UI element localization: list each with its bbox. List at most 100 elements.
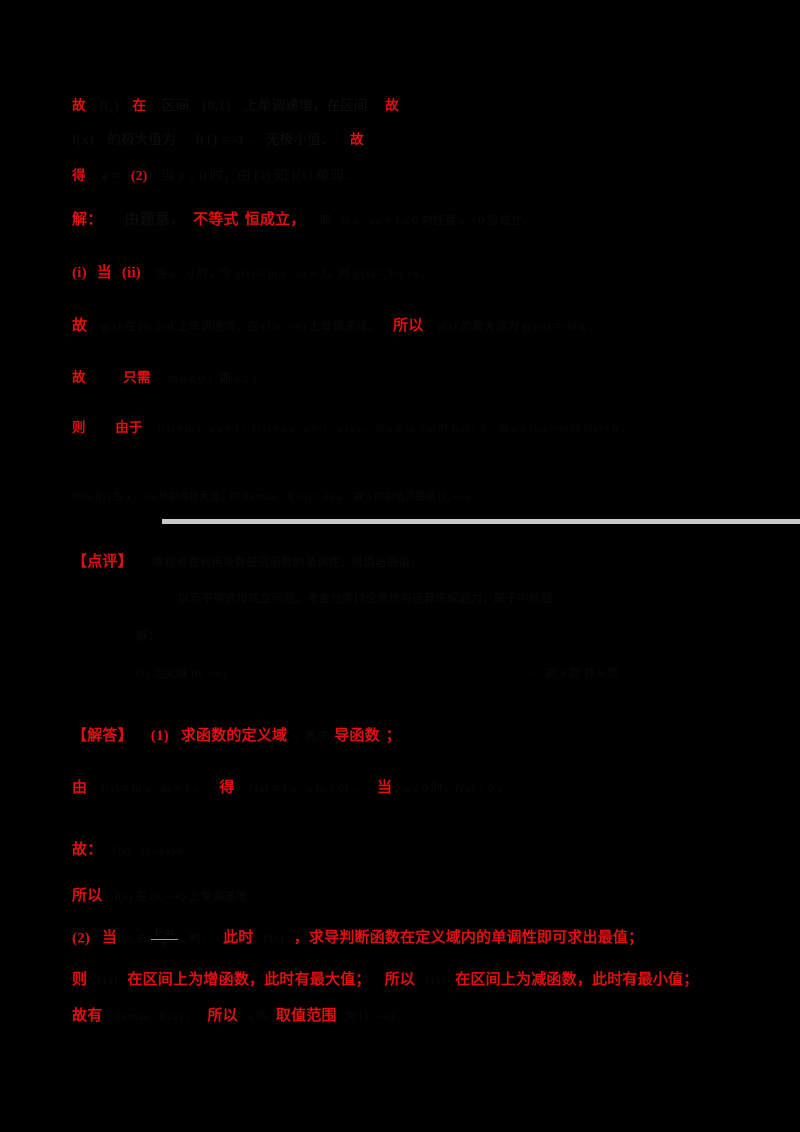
math-run: 为 [1, +∞) ．	[344, 1011, 410, 1023]
keyword-cishi: 此时	[223, 930, 254, 947]
text-line: f(x) 的极大值为 f(1) = -1 , 无极小值． 故	[72, 132, 364, 148]
keyword-suoyi: 所以	[384, 972, 415, 988]
math-run: f'(x) = 1/x - a (x > 0) ，	[248, 783, 364, 795]
text-run: 时，	[189, 933, 214, 946]
math-run: a =	[101, 168, 120, 183]
math-run: -ln a ≤ 0 ，即 a ≥ 1 ．	[164, 373, 273, 385]
text-run: 上单调递增，在区间	[244, 98, 368, 113]
step-label-2: (2)	[72, 930, 91, 947]
math-run: a 的	[247, 1011, 268, 1023]
text-run: 本题考查利用导数研究函数的单调性、极值与最值，	[152, 557, 422, 569]
text-line: (2) 当 x ∈ 1−ax x 时， 此时 f'(x) ，求导判断函数在定义域…	[72, 927, 644, 951]
text-line: 故有 f(x)max = f(1/a) ， 所以 a 的 取值范围 为 [1, …	[72, 1008, 409, 1025]
keyword-jie: 解：	[72, 212, 103, 228]
keyword-always-holds: 恒成立，	[244, 212, 306, 228]
math-run: f'(x) = (1 - a x)/x	[112, 846, 184, 857]
text-line: 故 f(x) 在 区间 (0,1) 上单调递增，在区间 故	[72, 98, 399, 116]
step-label-2: (2)	[131, 168, 148, 183]
keyword-gu: 故	[385, 98, 399, 113]
fraction-numerator: 1−ax	[153, 927, 175, 938]
text-run: 在区间上为增函数，此时有最大值；	[127, 972, 371, 988]
text-line: 故 只需 -ln a ≤ 0 ，即 a ≥ 1 ．	[72, 370, 273, 386]
text-line: 则 由于 f(x) = ln x - a x + 1 ，f'(x) = 1/x …	[72, 420, 631, 436]
text-line: (1) 定义域 (0, +∞)	[136, 665, 227, 681]
case-label-i: (i)	[72, 265, 87, 281]
math-run: f(1) = -1 ,	[195, 132, 253, 147]
text-run: 以及不等式恒成立问题，考查分类讨论思想与运算求解能力，属于中档题．	[178, 593, 565, 605]
fraction-denominator: x	[150, 938, 178, 951]
math-run: 当 a > 0 时，令 g(x) = ln x - ax + 1，则 g'(x)…	[154, 268, 431, 280]
math-run: f(x) = ln x - a x + 1 ，f'(x) = 1/x - a =…	[158, 424, 631, 435]
math-run: 所以 f(x) 在 x = 1/a 处取得极大值，即 f(x)max = f(1…	[72, 492, 483, 503]
text-run: 由题意，	[124, 212, 186, 228]
text-line: 故 g(x) 在 (0, 1/a) 上单调递增，在 (1/a, +∞) 上单调递…	[72, 318, 600, 335]
keyword-gu: 故	[350, 132, 364, 147]
keyword-gu: 故：	[72, 842, 103, 858]
keyword-suoyi: 所以	[393, 318, 424, 334]
math-run: g(x) 的最大值为 g(1/a) = -ln a ．	[437, 321, 600, 333]
text-run: (1) 定义域 (0, +∞)	[136, 668, 227, 680]
text-run: ；	[385, 728, 401, 744]
keyword-de: 得	[219, 780, 235, 796]
keyword-suoyi: 所以	[72, 888, 103, 904]
keyword-ze: 则	[72, 420, 86, 435]
keyword-inequality: 不等式	[193, 212, 239, 228]
text-run: 在区间上为减函数，此时有最小值；	[455, 972, 699, 988]
step-label-1: (1)	[150, 728, 169, 744]
text-run: 的极大值为	[107, 132, 176, 147]
keyword-domain: 求函数的定义域	[180, 728, 288, 744]
math-run: a ≤ 0 时，f'(x) > 0 ，	[404, 783, 509, 795]
text-line: 所以 f(x) 在 (0, +∞) 上单调递增．	[72, 888, 259, 905]
text-line: 以及不等式恒成立问题，考查分类讨论思想与运算求解能力，属于中档题．	[178, 590, 564, 606]
text-line: 【点评】 本题考查利用导数研究函数的单调性、极值与最值，	[72, 554, 422, 571]
keyword-dang: 当	[377, 780, 393, 796]
keyword-range: 取值范围	[275, 1008, 337, 1024]
text-run: 即	[319, 215, 332, 227]
text-line: 由 f(x) = ln x - ax + 1 ， 得 f'(x) = 1/x -…	[72, 780, 508, 797]
keyword-guyou: 故有	[72, 1008, 103, 1024]
keyword-suoyi: 所以	[207, 1008, 238, 1024]
text-run: 无极小值．	[266, 132, 335, 147]
math-run: f(x) = ln x - ax + 1 ，	[101, 783, 206, 795]
keyword-dang: 当	[102, 930, 118, 947]
text-line: 解： 由题意， 不等式 恒成立， 即 ln x - ax + 1 ≤ 0 对任意…	[72, 212, 534, 229]
page-footer-note: ⋯ 第 3 页 共 8 页	[530, 665, 619, 681]
keyword-gu: 故	[72, 370, 86, 385]
text-line: 所以 f(x) 在 x = 1/a 处取得极大值，即 f(x)max = f(1…	[72, 488, 482, 504]
math-run: (0,1)	[202, 98, 231, 113]
text-line: 【解答】 (1) 求函数的定义域 ，再求 导函数 ；	[72, 728, 401, 745]
section-divider	[162, 519, 800, 524]
fraction: 1−ax x	[150, 927, 178, 951]
math-run: ln x - ax + 1 ≤ 0 对任意 x > 0 恒成立．	[341, 215, 535, 227]
keyword-youyu: 由于	[115, 420, 143, 435]
comment-label: 【点评】	[72, 554, 133, 570]
math-run: f'(x)	[424, 975, 446, 987]
text-line: 则 f'(x) 在区间上为增函数，此时有最大值； 所以 f'(x) 在区间上为减…	[72, 972, 698, 989]
math-run: f(x) 在 (0, +∞) 上单调递增．	[114, 891, 259, 903]
math-run: f'(x)	[263, 933, 284, 946]
text-line: (i) 当 (ii) 当 a > 0 时，令 g(x) = ln x - ax …	[72, 265, 431, 282]
text-line: 故： f'(x) = (1 - a x)/x	[72, 842, 183, 859]
text-run: ，求导判断函数在定义域内的单调性即可求出最值；	[293, 930, 644, 947]
text-run: 解：	[136, 631, 160, 643]
text-run: 区间	[161, 98, 190, 113]
text-run: 当 a ≤ 0 时，由 (1) 知 f(x) 单调．	[160, 168, 358, 183]
page-number-text: ⋯ 第 3 页 共 8 页	[530, 668, 619, 680]
keyword-gu: 故	[72, 318, 88, 334]
keyword-de: 得	[72, 168, 86, 183]
keyword-ze: 则	[72, 972, 88, 988]
keyword-derivative: 导函数	[334, 728, 380, 744]
text-run: ，再求	[293, 731, 329, 743]
keyword-you: 由	[72, 780, 88, 796]
math-run: x ∈	[127, 933, 145, 946]
text-line: 得 a = (2) 当 a ≤ 0 时，由 (1) 知 f(x) 单调．	[72, 168, 357, 184]
case-label-ii: (ii)	[121, 265, 142, 281]
answer-label: 【解答】	[72, 728, 133, 744]
math-run: f(x)max = f(1/a) ，	[114, 1012, 196, 1023]
math-run: f(x)	[72, 132, 94, 147]
keyword-zai: 在	[132, 98, 147, 113]
keyword-zhixu: 只需	[123, 370, 151, 385]
math-run: g(x) 在 (0, 1/a) 上单调递增，在 (1/a, +∞) 上单调递减，	[101, 321, 380, 333]
text-line: 解：	[136, 628, 159, 644]
